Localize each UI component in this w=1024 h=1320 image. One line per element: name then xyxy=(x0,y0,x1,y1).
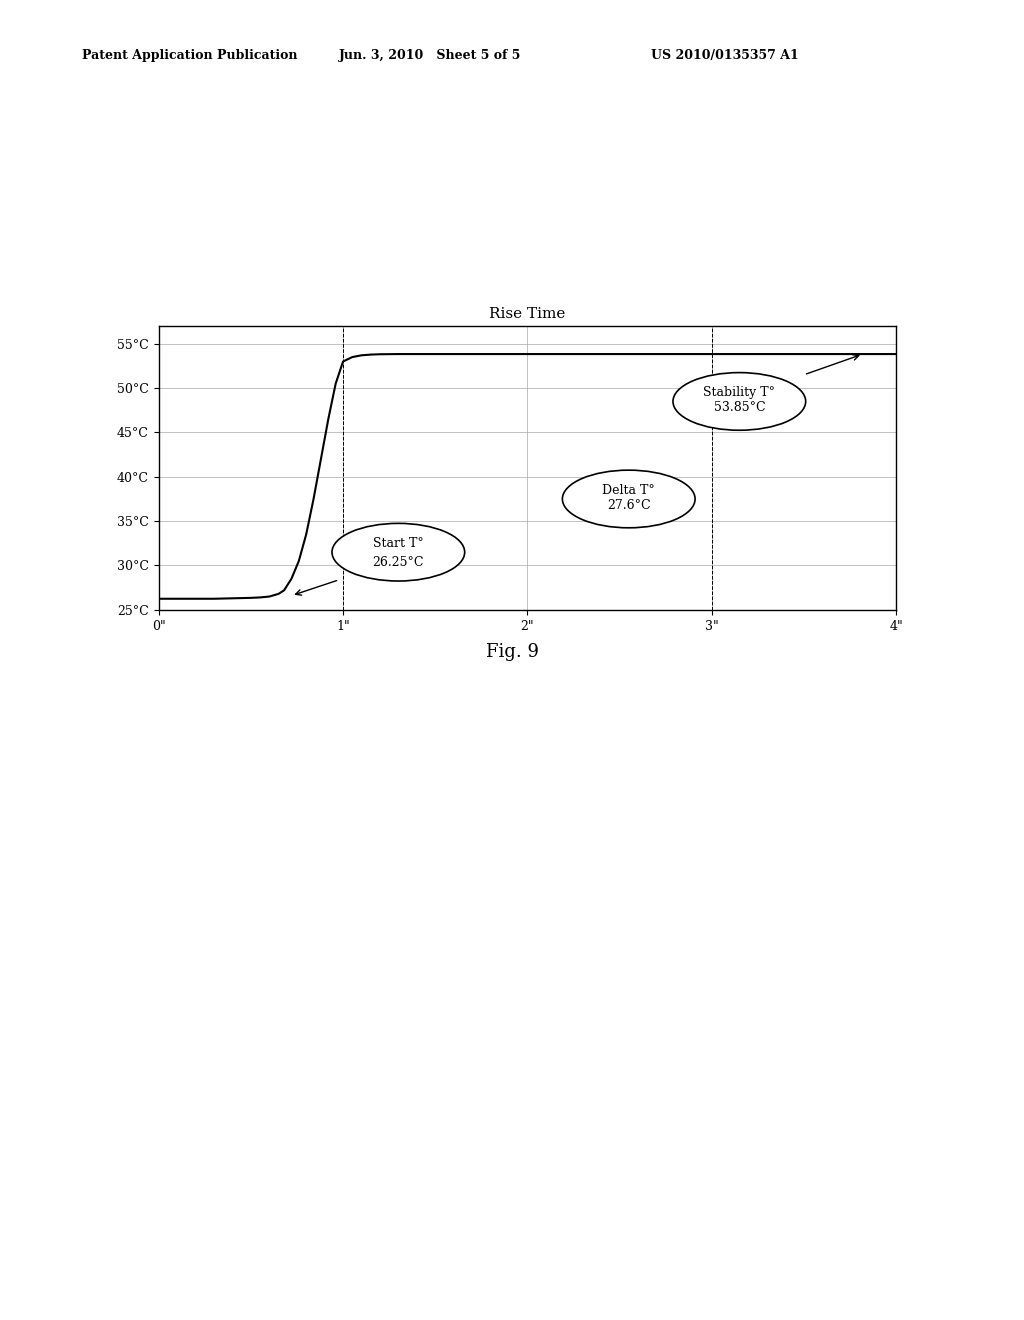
Text: Stability T°: Stability T° xyxy=(703,385,775,399)
Text: Fig. 9: Fig. 9 xyxy=(485,643,539,661)
Title: Rise Time: Rise Time xyxy=(489,306,565,321)
Text: US 2010/0135357 A1: US 2010/0135357 A1 xyxy=(651,49,799,62)
Text: Patent Application Publication: Patent Application Publication xyxy=(82,49,297,62)
Text: 26.25°C: 26.25°C xyxy=(373,556,424,569)
Text: 27.6°C: 27.6°C xyxy=(607,499,650,512)
Text: Start T°: Start T° xyxy=(373,537,424,550)
Ellipse shape xyxy=(332,523,465,581)
Ellipse shape xyxy=(673,372,806,430)
Text: 53.85°C: 53.85°C xyxy=(714,401,765,414)
Ellipse shape xyxy=(562,470,695,528)
Text: Delta T°: Delta T° xyxy=(602,483,655,496)
Text: Jun. 3, 2010   Sheet 5 of 5: Jun. 3, 2010 Sheet 5 of 5 xyxy=(339,49,521,62)
